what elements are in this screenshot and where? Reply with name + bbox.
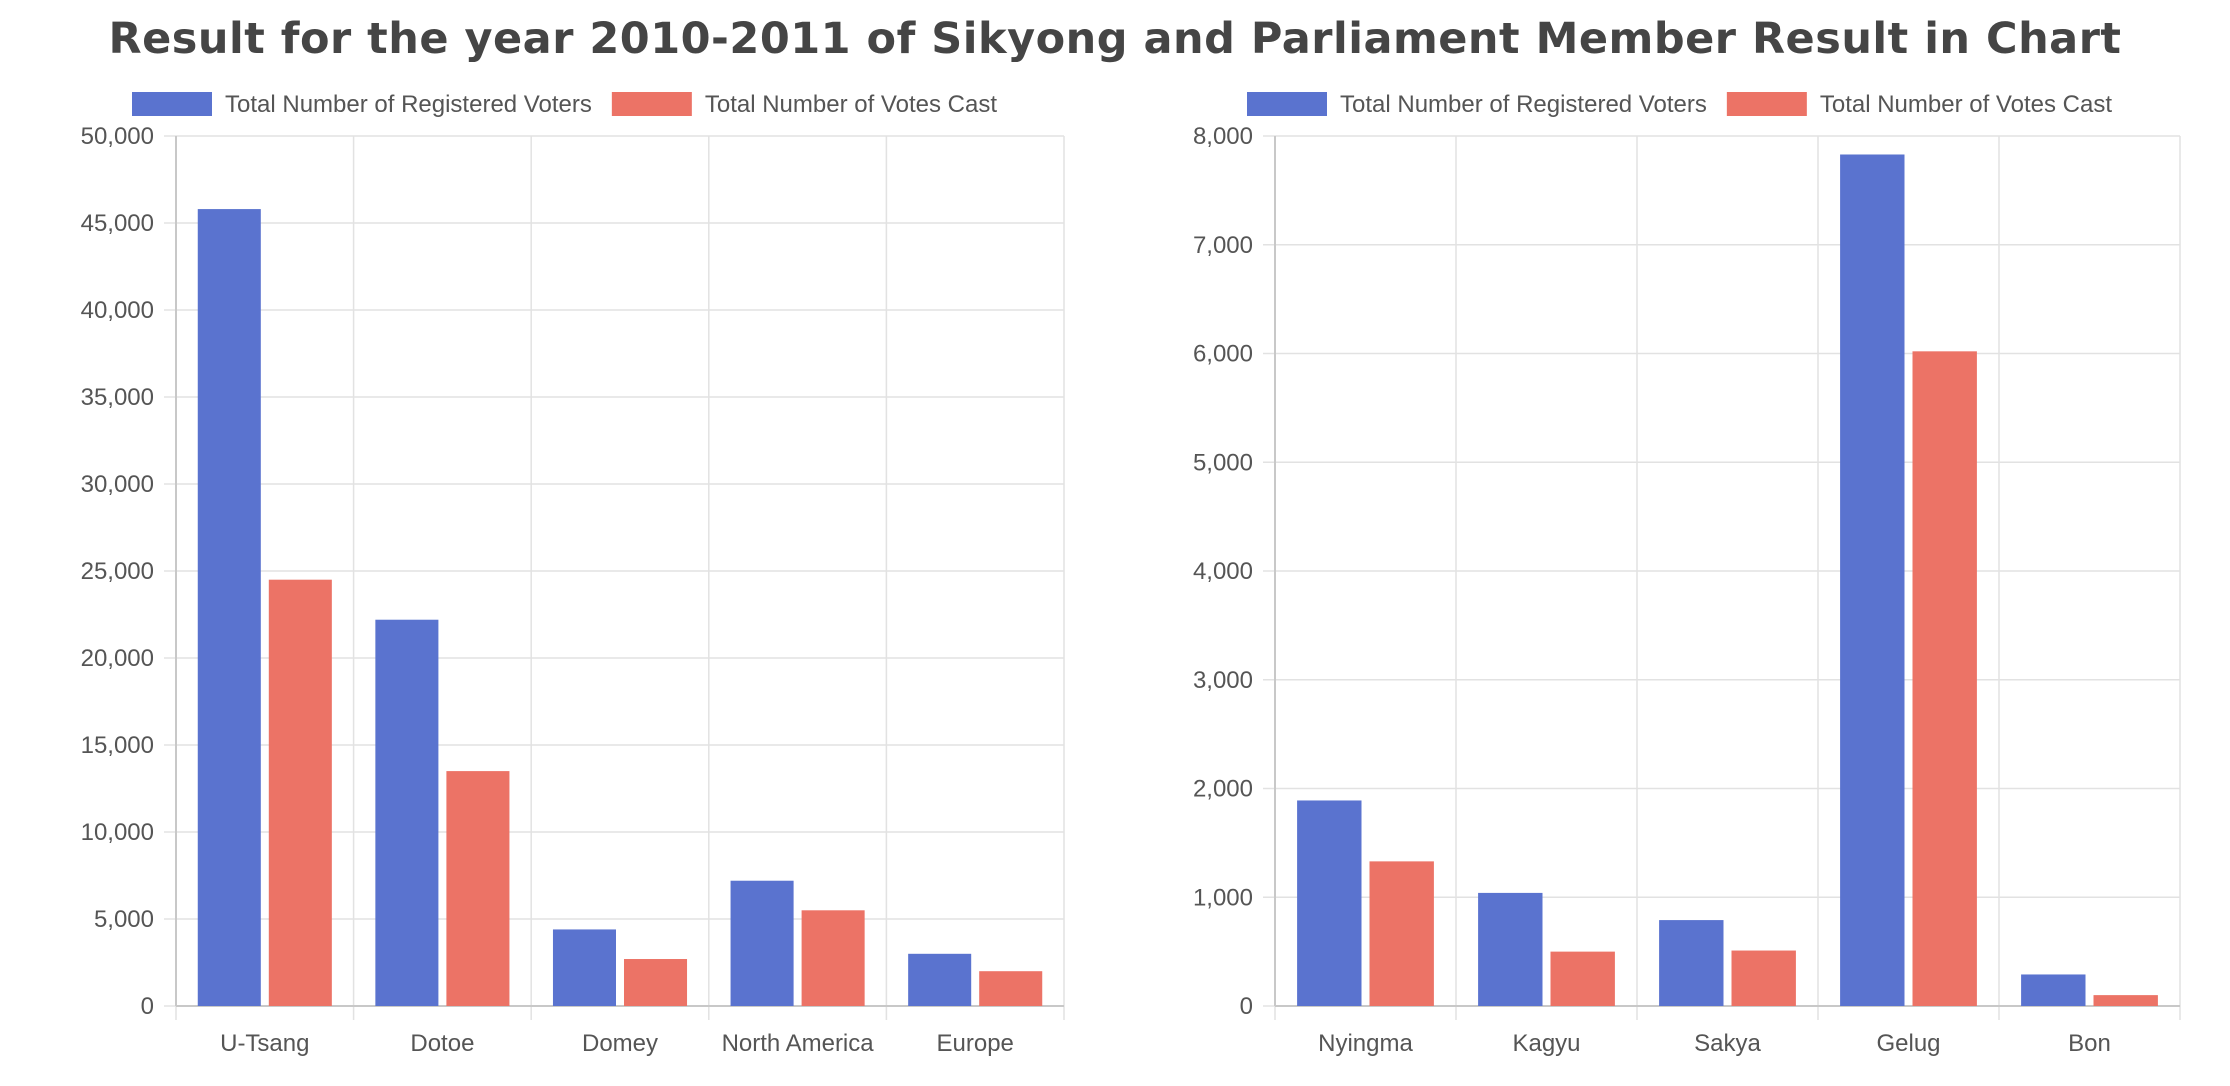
bar-registered-voters: [2021, 974, 2086, 1006]
bar-registered-voters: [1659, 920, 1724, 1006]
bar-votes-cast: [1369, 861, 1434, 1006]
legend-label: Total Number of Registered Voters: [1340, 91, 1707, 118]
x-tick-label: Domey: [582, 1030, 658, 1057]
y-tick-label: 4,000: [1193, 558, 1253, 585]
x-tick-label: Bon: [2068, 1030, 2111, 1057]
x-tick-label: Europe: [937, 1030, 1014, 1057]
bars: [1297, 154, 2158, 1007]
bar-votes-cast: [801, 910, 865, 1006]
bar-votes-cast: [979, 971, 1043, 1006]
legend-label: Total Number of Votes Cast: [705, 91, 997, 118]
bar-votes-cast: [1550, 951, 1615, 1006]
bar-registered-voters: [1297, 800, 1362, 1006]
bar-votes-cast: [446, 771, 510, 1006]
legend-swatch: [1247, 92, 1327, 116]
legend-item: Total Number of Registered Voters: [1247, 91, 1707, 118]
bar-votes-cast: [268, 579, 332, 1006]
y-tick-label: 3,000: [1193, 667, 1253, 694]
y-tick-label: 0: [141, 993, 154, 1020]
y-tick-label: 35,000: [81, 384, 154, 411]
y-tick-label: 25,000: [81, 558, 154, 585]
page-title: Result for the year 2010-2011 of Sikyong…: [108, 14, 2122, 64]
legend-item: Total Number of Votes Cast: [611, 91, 997, 118]
y-tick-label: 0: [1240, 993, 1253, 1020]
bar-votes-cast: [2093, 995, 2158, 1006]
bar-registered-voters: [197, 209, 261, 1006]
bar-registered-voters: [375, 619, 439, 1006]
legend-swatch: [611, 92, 692, 116]
y-tick-label: 6,000: [1193, 341, 1253, 368]
x-tick-label: Sakya: [1694, 1030, 1761, 1057]
y-tick-label: 5,000: [94, 906, 154, 933]
y-tick-label: 40,000: [81, 297, 154, 324]
chart-legend: Total Number of Registered Voters Total N…: [132, 91, 997, 118]
y-tick-label: 20,000: [81, 645, 154, 672]
y-tick-label: 5,000: [1193, 449, 1253, 476]
legend-label: Total Number of Votes Cast: [1820, 91, 2112, 118]
y-tick-label: 15,000: [81, 732, 154, 759]
y-tick-label: 8,000: [1193, 123, 1253, 150]
legend-label: Total Number of Registered Voters: [225, 91, 592, 118]
chart-legend: Total Number of Registered Voters Total N…: [1247, 91, 2112, 118]
legend-item: Total Number of Registered Voters: [132, 91, 592, 118]
bars: [197, 209, 1043, 1006]
bar-registered-voters: [552, 929, 616, 1006]
y-tick-label: 7,000: [1193, 232, 1253, 259]
bar-registered-voters: [1840, 154, 1905, 1007]
x-tick-label: Gelug: [1876, 1030, 1940, 1057]
bar-votes-cast: [624, 959, 688, 1006]
x-tick-label: U-Tsang: [220, 1030, 309, 1057]
y-tick-label: 10,000: [81, 819, 154, 846]
y-tick-label: 1,000: [1193, 884, 1253, 911]
x-tick-label: North America: [722, 1030, 875, 1057]
bar-registered-voters: [1478, 892, 1543, 1006]
legend-swatch: [132, 92, 212, 116]
y-tick-label: 2,000: [1193, 776, 1253, 803]
legend-item: Total Number of Votes Cast: [1726, 91, 2112, 118]
bar-votes-cast: [1731, 950, 1796, 1006]
bar-chart-regions: Total Number of Registered Voters Total N…: [81, 91, 1065, 1057]
y-tick-label: 50,000: [81, 123, 154, 150]
x-tick-label: Nyingma: [1318, 1030, 1413, 1057]
legend-swatch: [1726, 92, 1807, 116]
bar-votes-cast: [1912, 351, 1977, 1006]
bar-registered-voters: [908, 953, 972, 1006]
bar-chart-religious-groups: Total Number of Registered Voters Total N…: [1193, 91, 2181, 1057]
bar-registered-voters: [730, 880, 794, 1006]
y-tick-label: 45,000: [81, 210, 154, 237]
x-tick-label: Kagyu: [1512, 1030, 1580, 1057]
x-tick-label: Dotoe: [410, 1030, 474, 1057]
y-tick-label: 30,000: [81, 471, 154, 498]
